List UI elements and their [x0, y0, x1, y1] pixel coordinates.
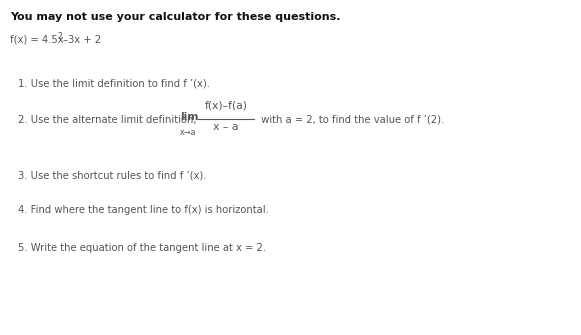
Text: 4. Find where the tangent line to f(x) is horizontal.: 4. Find where the tangent line to f(x) i… — [18, 205, 269, 215]
Text: f(x)–f(a): f(x)–f(a) — [205, 100, 248, 110]
Text: 1. Use the limit definition to find f ’(x).: 1. Use the limit definition to find f ’(… — [18, 78, 210, 88]
Text: 3. Use the shortcut rules to find f ’(x).: 3. Use the shortcut rules to find f ’(x)… — [18, 170, 206, 180]
Text: f(x) = 4.5x: f(x) = 4.5x — [10, 35, 64, 45]
Text: x→a: x→a — [180, 128, 196, 137]
Text: with a = 2, to find the value of f ’(2).: with a = 2, to find the value of f ’(2). — [258, 115, 444, 125]
Text: 5. Write the equation of the tangent line at x = 2.: 5. Write the equation of the tangent lin… — [18, 243, 266, 253]
Text: 2. Use the alternate limit definition,: 2. Use the alternate limit definition, — [18, 115, 203, 125]
Text: You may not use your calculator for these questions.: You may not use your calculator for thes… — [10, 12, 340, 22]
Text: lim: lim — [180, 112, 199, 122]
Text: x – a: x – a — [213, 122, 239, 132]
Text: 2: 2 — [58, 32, 62, 41]
Text: –3x + 2: –3x + 2 — [63, 35, 102, 45]
